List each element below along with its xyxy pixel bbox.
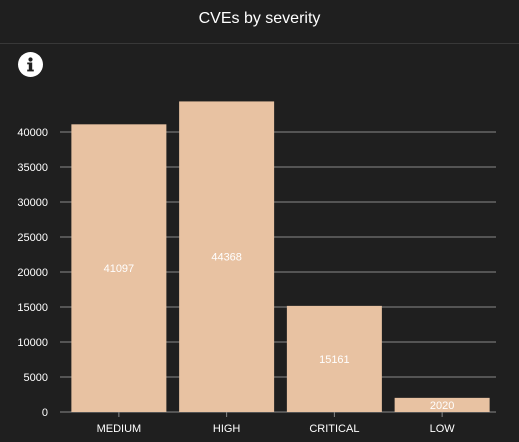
bar — [394, 397, 490, 412]
y-tick-label: 25000 — [17, 232, 48, 244]
data-label: 2020 — [430, 400, 454, 412]
y-tick-label: 0 — [42, 407, 48, 419]
x-tick-label: LOW — [430, 423, 456, 435]
data-label: 44368 — [211, 252, 242, 264]
x-tick-label: MEDIUM — [97, 423, 142, 435]
data-label: 15161 — [319, 354, 350, 366]
panel-header: CVEs by severity — [0, 0, 519, 44]
info-button[interactable] — [18, 52, 43, 77]
y-tick-label: 5000 — [24, 372, 48, 384]
panel-title: CVEs by severity — [198, 9, 321, 27]
bar — [71, 124, 167, 413]
y-tick-label: 15000 — [17, 302, 48, 314]
info-icon — [27, 57, 34, 72]
bar — [179, 101, 275, 412]
bar — [286, 305, 382, 412]
y-tick-label: 40000 — [17, 127, 48, 139]
y-tick-label: 10000 — [17, 337, 48, 349]
y-tick-label: 35000 — [17, 162, 48, 174]
y-tick-label: 30000 — [17, 197, 48, 209]
y-tick-label: 20000 — [17, 267, 48, 279]
x-tick-label: HIGH — [213, 423, 241, 435]
data-label: 41097 — [104, 263, 135, 275]
x-tick-label: CRITICAL — [309, 423, 359, 435]
